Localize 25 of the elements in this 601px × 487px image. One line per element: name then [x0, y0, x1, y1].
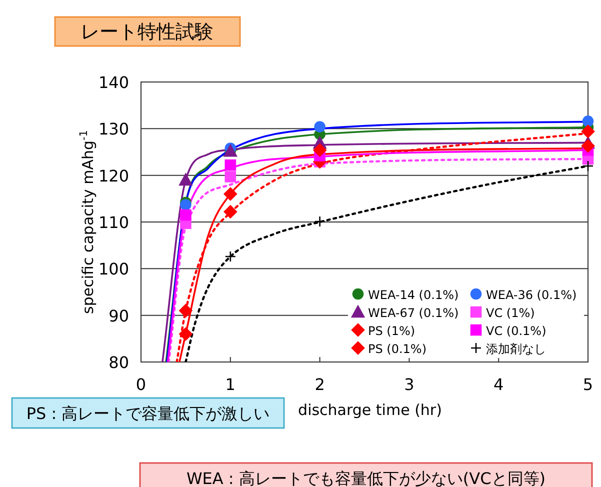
x-tick-label: 1: [225, 375, 236, 394]
x-tick-label: 0: [136, 375, 146, 394]
legend-label: 添加剤なし: [486, 342, 546, 356]
legend-label: WEA-14 (0.1%): [368, 288, 459, 302]
y-tick-label: 110: [98, 213, 129, 232]
y-tick-label: 120: [98, 166, 129, 186]
text: WEA : 高レートでも容量低下が少ない(VCと同等): [186, 469, 546, 487]
x-tick-label: 4: [494, 375, 504, 394]
chart-title: レート特性試験: [80, 21, 214, 43]
x-tick-label: 2: [314, 375, 325, 394]
legend-label: VC (1%): [486, 306, 535, 320]
x-axis-title: discharge time (hr): [298, 401, 442, 419]
text: PS : 高レートで容量低下が激しい: [26, 404, 270, 423]
y-tick-label: 90: [108, 306, 129, 326]
legend-label: PS (1%): [368, 324, 416, 338]
legend-label: PS (0.1%): [368, 342, 427, 356]
x-tick-label: 3: [404, 375, 414, 394]
x-tick-label: 5: [582, 375, 594, 394]
y-tick-label: 130: [98, 120, 129, 139]
y-tick-label: 100: [98, 260, 129, 279]
y-tick-label: 140: [98, 73, 129, 92]
y-tick-label: 80: [108, 353, 129, 372]
legend-label: WEA-67 (0.1%): [368, 306, 459, 320]
legend-label: VC (0.1%): [486, 324, 546, 338]
legend-label: WEA-36 (0.1%): [486, 288, 577, 302]
